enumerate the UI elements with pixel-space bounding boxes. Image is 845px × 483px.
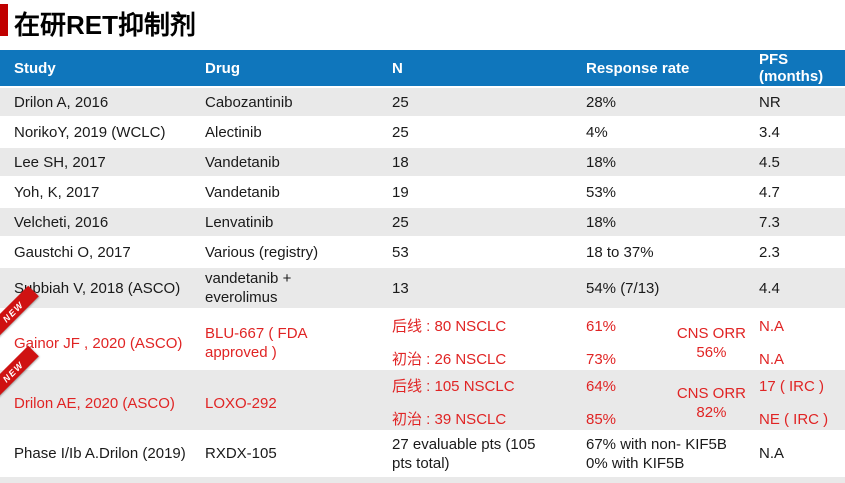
table-row: Phase I/Ib A.Drilon (2019) RXDX-105 27 e… [0,432,845,477]
n-cell: 25 [392,123,409,141]
response-cell: 18% [586,153,617,171]
study-cell: NorikoY, 2019 (WCLC) [14,123,166,141]
header-study: Study [14,59,56,77]
n-cell: 25 [392,93,409,111]
study-cell: Phase I/Ib A.Drilon (2019) [14,445,186,462]
n-cell: 25 [392,213,409,231]
pfs-cell: 7.3 [759,213,780,231]
drug-cell: LOXO-292 [205,394,277,412]
response-cell: 18% [586,213,617,231]
table-row: Drilon A, 2016 Cabozantinib 25 28% NR [0,88,845,118]
study-cell: Drilon AE, 2020 (ASCO) [14,394,175,412]
n-cell: 53 [392,243,409,261]
title-band: 在研RET抑制剂 [0,0,845,50]
header-pfs: PFS (months) [759,51,824,85]
cns-orr-note: CNS ORR 56% [676,325,746,361]
table-row: Velcheti, 2016 Lenvatinib 25 18% 7.3 [0,208,845,238]
drug-cell: Lenvatinib [205,213,274,231]
table-row: Gaustchi O, 2017 Various (registry) 53 1… [0,238,845,268]
drug-cell: Alectinib [205,123,262,141]
response-cell: 54% (7/13) [586,279,660,297]
header-response-rate: Response rate [586,59,690,77]
n-cell: 19 [392,183,409,201]
response-cell: 67% with non- KIF5B 0% with KIF5B [586,435,727,472]
drug-cell: Various (registry) [205,243,319,261]
table-row: NorikoY, 2019 (WCLC) Alectinib 25 4% 3.4 [0,118,845,148]
response-cell: 18 to 37% [586,243,654,261]
pfs-cell: N.A N.A [759,318,785,368]
table-row: Subbiah V, 2018 (ASCO) vandetanib + ever… [0,268,845,310]
pfs-cell: 3.4 [759,123,780,141]
drug-cell: Cabozantinib [205,93,293,111]
header-drug: Drug [205,59,240,77]
bottom-strip [0,477,845,483]
drug-cell: Vandetanib [205,153,280,171]
response-cell: 28% [586,93,617,111]
response-cell: 53% [586,183,617,201]
study-cell: Velcheti, 2016 [14,213,109,231]
response-cell: 61% 73% CNS ORR 56% [576,310,752,376]
n-cell: 13 [392,279,409,297]
drug-cell: BLU-667 ( FDA approved ) [205,325,308,361]
study-cell: Gaustchi O, 2017 [14,243,131,261]
study-cell: Yoh, K, 2017 [14,183,100,201]
title-accent-bar [0,4,8,36]
cns-orr-note: CNS ORR 82% [676,385,746,421]
response-cell: 64% 85% CNS ORR 82% [576,370,752,436]
drug-cell: RXDX-105 [205,445,277,462]
pfs-cell: N.A [759,445,785,462]
drug-cell: Vandetanib [205,183,280,201]
n-cell: 18 [392,153,409,171]
table-row-highlighted: NEW Gainor JF , 2020 (ASCO) BLU-667 ( FD… [0,285,845,370]
table-header-row: Study Drug N Response rate PFS (months) [0,50,845,86]
pfs-cell: 4.4 [759,279,780,297]
n-cell: 后线 : 105 NSCLC 初治 : 39 NSCLC [392,378,515,428]
n-cell: 27 evaluable pts (105 pts total) [392,435,536,472]
table-row: Yoh, K, 2017 Vandetanib 19 53% 4.7 [0,178,845,208]
table-row: Lee SH, 2017 Vandetanib 18 18% 4.5 [0,148,845,178]
study-cell: Lee SH, 2017 [14,153,106,171]
pfs-cell: 4.7 [759,183,780,201]
pfs-cell: 4.5 [759,153,780,171]
response-cell: 4% [586,123,608,141]
response-values: 61% 73% [586,318,617,368]
n-cell: 后线 : 80 NSCLC 初治 : 26 NSCLC [392,318,507,368]
pfs-cell: 17 ( IRC ) NE ( IRC ) [759,378,829,428]
pfs-cell: NR [759,93,781,111]
drug-cell: vandetanib + everolimus [205,270,292,306]
study-cell: Drilon A, 2016 [14,93,109,111]
pfs-cell: 2.3 [759,243,780,261]
table-row-highlighted: NEW Drilon AE, 2020 (ASCO) LOXO-292 后线 :… [0,345,845,432]
header-n: N [392,59,403,77]
study-cell: Gainor JF , 2020 (ASCO) [14,334,183,352]
response-values: 64% 85% [586,378,617,428]
page-title: 在研RET抑制剂 [14,9,197,40]
